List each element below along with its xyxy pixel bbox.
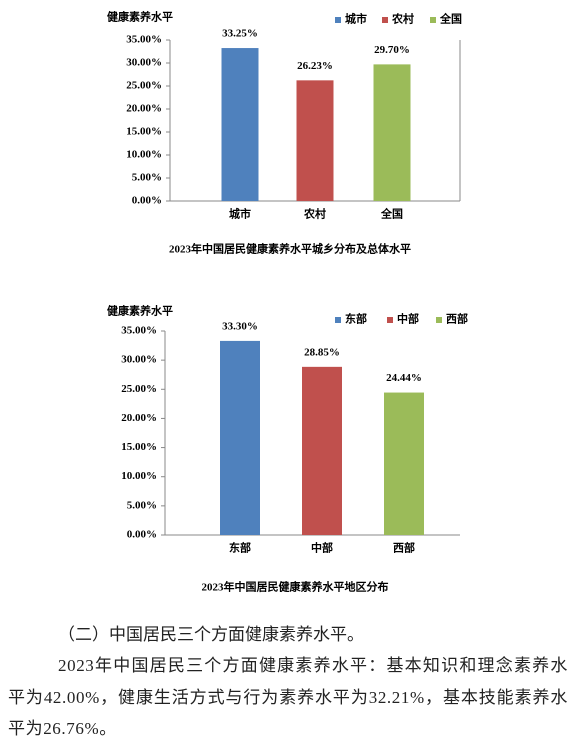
value-label: 29.70% — [374, 44, 410, 56]
bar — [220, 340, 260, 535]
legend-label: 东部 — [345, 312, 367, 326]
y-tick-label: 20.00% — [121, 412, 157, 424]
section-heading: （二）中国居民三个方面健康素养水平。 — [58, 625, 364, 644]
y-tick-label: 30.00% — [121, 354, 157, 366]
legend-swatch — [436, 317, 442, 323]
y-tick-label: 5.00% — [127, 499, 157, 511]
bar — [373, 64, 411, 201]
y-tick-label: 0.00% — [132, 195, 162, 207]
x-tick-label: 城市 — [229, 207, 251, 221]
bar — [296, 80, 334, 201]
x-tick-label: 中部 — [311, 541, 333, 555]
value-label: 28.85% — [304, 346, 340, 358]
paragraph: 2023年中国居民三个方面健康素养水平：基本知识和理念素养水平为42.00%，健… — [8, 656, 568, 738]
y-axis-title: 健康素养水平 — [107, 10, 173, 24]
y-tick-label: 35.00% — [121, 325, 157, 337]
y-tick-label: 0.00% — [127, 529, 157, 541]
y-tick-label: 25.00% — [126, 80, 162, 92]
value-label: 33.30% — [222, 320, 258, 332]
x-tick-label: 西部 — [393, 541, 415, 555]
y-tick-label: 15.00% — [126, 126, 162, 138]
x-tick-label: 农村 — [303, 207, 326, 221]
bar — [384, 392, 424, 535]
legend-swatch — [335, 17, 341, 23]
legend-label: 全国 — [439, 12, 462, 26]
legend-label: 中部 — [397, 312, 419, 326]
x-tick-label: 全国 — [380, 207, 403, 221]
legend-swatch — [382, 17, 388, 23]
bar — [302, 366, 342, 535]
y-tick-label: 35.00% — [126, 34, 162, 46]
chart-caption: 2023年中国居民健康素养水平地区分布 — [202, 580, 389, 594]
legend-swatch — [335, 317, 341, 323]
legend-label: 城市 — [345, 12, 367, 26]
value-label: 24.44% — [386, 372, 422, 384]
y-tick-label: 10.00% — [126, 149, 162, 161]
y-tick-label: 30.00% — [126, 57, 162, 69]
value-label: 26.23% — [297, 60, 333, 72]
y-tick-label: 15.00% — [121, 441, 157, 453]
y-tick-label: 20.00% — [126, 103, 162, 115]
x-tick-label: 东部 — [229, 541, 251, 555]
legend-label: 西部 — [446, 312, 468, 326]
legend-label: 农村 — [391, 12, 414, 26]
chart-caption: 2023年中国居民健康素养水平城乡分布及总体水平 — [169, 242, 411, 256]
y-tick-label: 5.00% — [132, 172, 162, 184]
y-axis-title: 健康素养水平 — [107, 304, 173, 318]
bar — [221, 48, 259, 201]
charts: 健康素养水平 0.00% 5.00% 10.00% 15.00% 20.00% 25.00%… — [107, 10, 468, 594]
legend-swatch — [430, 17, 436, 23]
value-label: 33.25% — [222, 28, 258, 40]
y-tick-label: 25.00% — [121, 383, 157, 395]
legend-swatch — [387, 317, 393, 323]
y-tick-label: 10.00% — [121, 470, 157, 482]
